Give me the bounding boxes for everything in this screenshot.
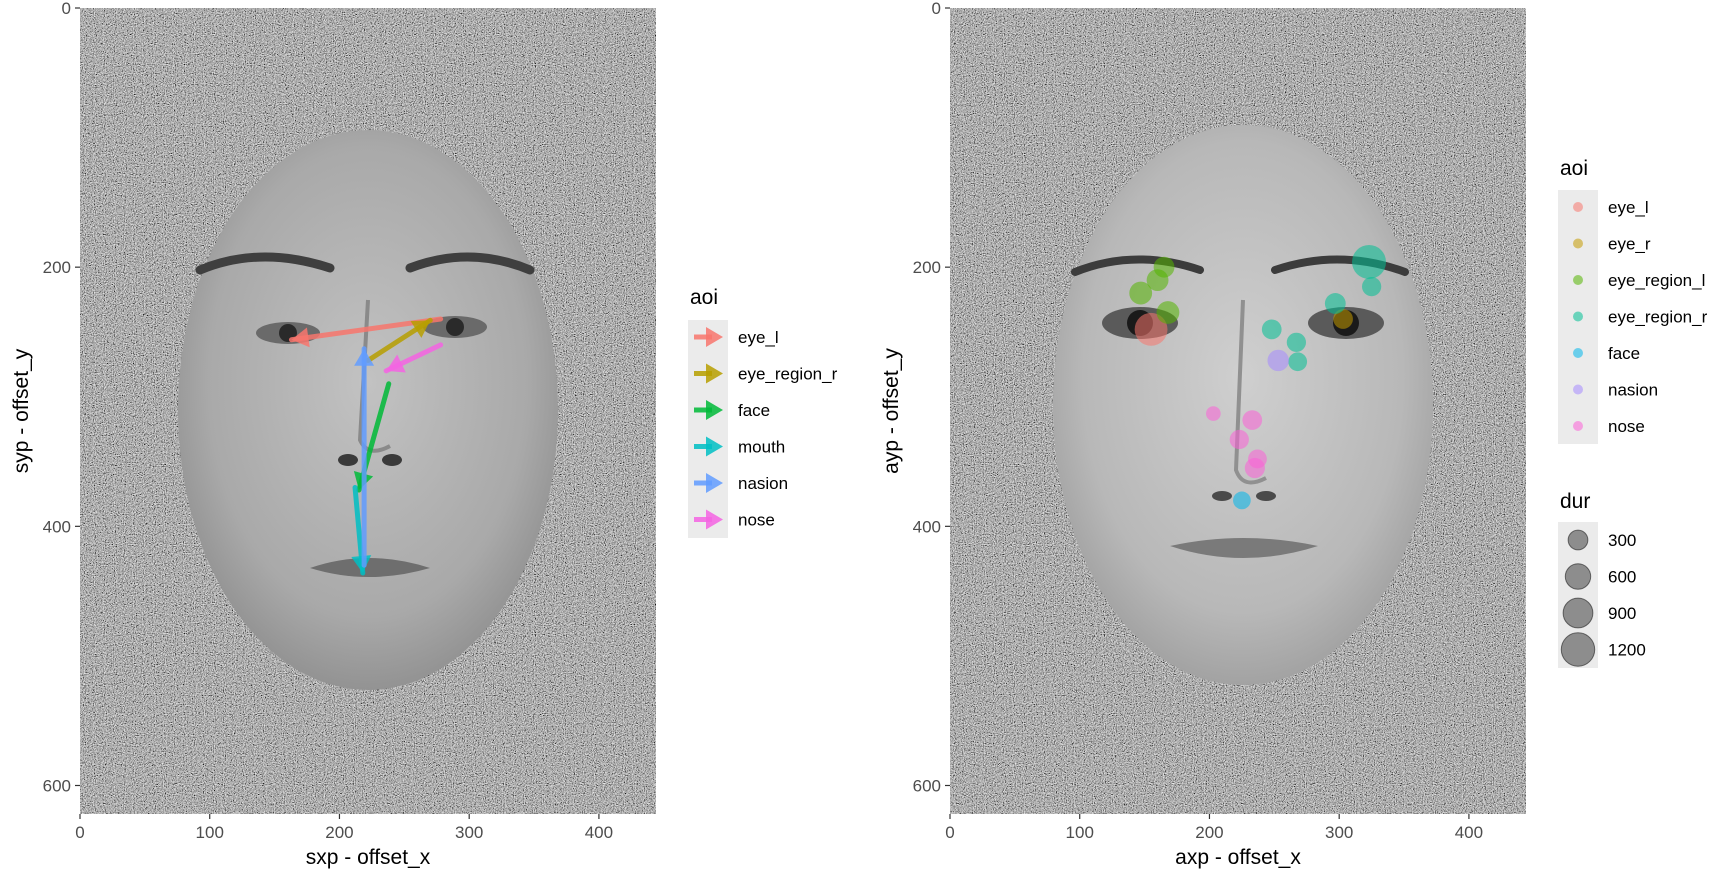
legend-key-arrowhead (706, 363, 723, 384)
x-tick-label: 100 (196, 823, 224, 842)
legend-label-mouth: mouth (738, 438, 785, 457)
y-tick-label: 200 (43, 258, 71, 277)
legend-size-key (1567, 529, 1589, 551)
arrowhead-nose (386, 354, 406, 373)
y-tick-label: 400 (913, 517, 941, 536)
legend-size-key (1562, 597, 1594, 629)
legend-key-nasion (1573, 384, 1583, 395)
right-y-axis-title: ayp - offset_y (880, 348, 903, 474)
legend-size-key (1560, 632, 1596, 667)
right-x-axis: 0 100 200 300 400 (945, 814, 1483, 842)
legend-key-arrowhead (706, 436, 723, 457)
fixation-eye-region-r (1288, 352, 1308, 372)
x-tick-label: 100 (1066, 823, 1094, 842)
legend-key-arrowhead (706, 509, 723, 530)
x-tick-label: 300 (455, 823, 483, 842)
fixation-eye-region-r (1361, 276, 1382, 297)
legend-label-eye-region-l: eye_region_l (1608, 271, 1705, 290)
fixation-face (1233, 491, 1251, 510)
fixation-nose (1244, 457, 1265, 479)
right-legend-aoi: aoi eye_l eye_r eye_region_l eye_region_rfa… (1558, 157, 1708, 444)
legend-label-nasion: nasion (1608, 381, 1658, 400)
legend-key-eye-r (1573, 238, 1583, 249)
legend-key-eye-region-l (1573, 275, 1583, 285)
legend-size-label: 300 (1608, 531, 1636, 550)
left-x-axis-title: sxp - offset_x (306, 846, 431, 869)
fixation-nose (1206, 406, 1221, 421)
right-legend-dur-title: dur (1560, 490, 1590, 513)
legend-label-nose: nose (738, 511, 775, 530)
left-y-axis: 0 200 400 600 (43, 0, 80, 795)
legend-key-arrowhead (706, 473, 723, 493)
right-legend-aoi-title: aoi (1560, 157, 1588, 180)
fixation-eye-r (1333, 309, 1353, 329)
right-y-axis: 0 200 400 600 (913, 0, 950, 795)
legend-size-label: 600 (1608, 568, 1636, 587)
y-tick-label: 0 (932, 0, 941, 18)
legend-label-eye-l: eye_l (738, 328, 779, 347)
fixation-eye-region-r (1286, 332, 1307, 352)
scanpath-arrows (288, 316, 444, 576)
legend-key-face (1573, 348, 1583, 358)
legend-label-face: face (738, 401, 770, 420)
fixation-points (1129, 244, 1387, 510)
x-tick-label: 300 (1325, 823, 1353, 842)
y-tick-label: 600 (43, 776, 71, 795)
x-tick-label: 0 (75, 823, 84, 842)
legend-label-eye-region-r: eye_region_r (1608, 308, 1708, 327)
fixation-eye-region-l (1129, 281, 1153, 305)
x-tick-label: 0 (945, 823, 954, 842)
legend-label-eye-r: eye_r (1608, 235, 1651, 254)
left-x-axis: 0 100 200 300 400 (75, 814, 613, 842)
male-face-image (178, 130, 558, 690)
legend-key-eye-region-r (1573, 311, 1583, 322)
arrowhead-eye-region-r (410, 320, 431, 338)
left-legend-key-background (688, 320, 728, 538)
legend-size-label: 900 (1608, 604, 1636, 623)
legend-size-key (1564, 563, 1592, 590)
fixation-eye-l (1134, 312, 1168, 346)
fixation-nose (1229, 429, 1249, 450)
legend-size-label: 1200 (1608, 641, 1646, 660)
y-tick-label: 600 (913, 776, 941, 795)
arrowhead-eye-l (291, 327, 310, 348)
fixation-eye-region-r (1352, 244, 1387, 279)
legend-key-eye-l (1573, 202, 1583, 212)
legend-key-arrowhead (706, 400, 723, 420)
fixation-nasion (1267, 349, 1289, 372)
x-tick-label: 200 (1195, 823, 1223, 842)
legend-key-nose (1573, 421, 1583, 431)
right-x-axis-title: axp - offset_x (1175, 846, 1301, 869)
fixation-eye-region-l (1146, 269, 1169, 292)
legend-label-nose: nose (1608, 417, 1645, 436)
left-legend-title: aoi (690, 286, 718, 309)
x-tick-label: 400 (1455, 823, 1483, 842)
legend-label-nasion: nasion (738, 474, 788, 493)
legend-label-eye-l: eye_l (1608, 198, 1649, 217)
legend-label-face: face (1608, 344, 1640, 363)
y-tick-label: 200 (913, 258, 941, 277)
fixation-eye-region-r (1261, 319, 1282, 340)
arrowhead-nasion (354, 348, 375, 366)
y-tick-label: 0 (62, 0, 71, 18)
right-legend-dur-key-background (1558, 522, 1598, 668)
fixation-nose (1242, 410, 1263, 430)
fixation-eye-region-r (1324, 293, 1346, 314)
fixation-eye-region-l (1156, 301, 1180, 324)
y-tick-label: 400 (43, 517, 71, 536)
x-tick-label: 400 (585, 823, 613, 842)
x-tick-label: 200 (325, 823, 353, 842)
female-face-image (1053, 125, 1433, 685)
legend-label-eye-region-r: eye_region_r (738, 365, 838, 384)
legend-key-arrowhead (706, 327, 723, 347)
left-y-axis-title: syp - offset_y (10, 348, 33, 473)
right-legend-dur: dur 300 600 900 1200 (1558, 490, 1646, 668)
